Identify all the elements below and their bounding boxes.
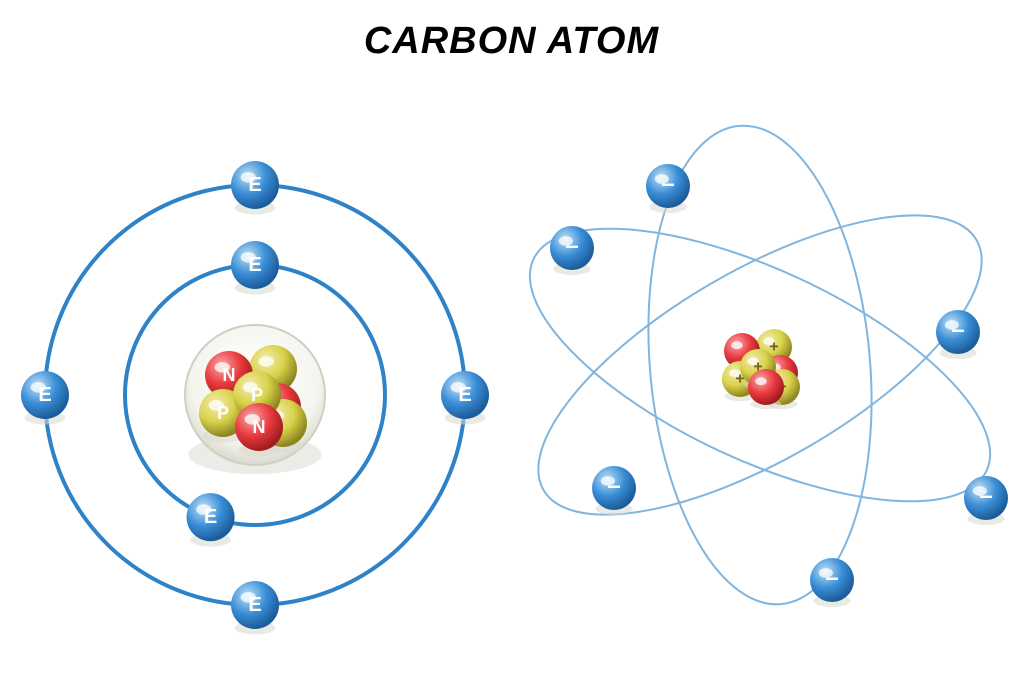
svg-text:–: – [565,233,578,260]
svg-text:–: – [661,171,674,198]
svg-text:–: – [607,473,620,500]
svg-text:E: E [248,594,261,616]
svg-text:P: P [251,385,263,405]
rutherford-neutron [748,369,784,409]
bohr-model: NPPNEEEEEE [21,161,489,635]
svg-text:E: E [248,254,261,276]
svg-text:–: – [825,565,838,592]
svg-text:P: P [217,403,229,423]
diagram-stage: CARBON ATOM NPPNEEEEEE++++–––––– [0,0,1023,681]
svg-text:E: E [38,384,51,406]
svg-text:+: + [769,339,778,356]
svg-text:E: E [248,174,261,196]
svg-text:–: – [951,317,964,344]
svg-text:–: – [979,483,992,510]
svg-text:N: N [253,417,266,437]
svg-text:N: N [223,365,236,385]
svg-text:E: E [458,384,471,406]
rutherford-model: ++++–––––– [493,116,1023,613]
diagram-svg: NPPNEEEEEE++++–––––– [0,0,1023,681]
svg-text:E: E [204,506,217,528]
